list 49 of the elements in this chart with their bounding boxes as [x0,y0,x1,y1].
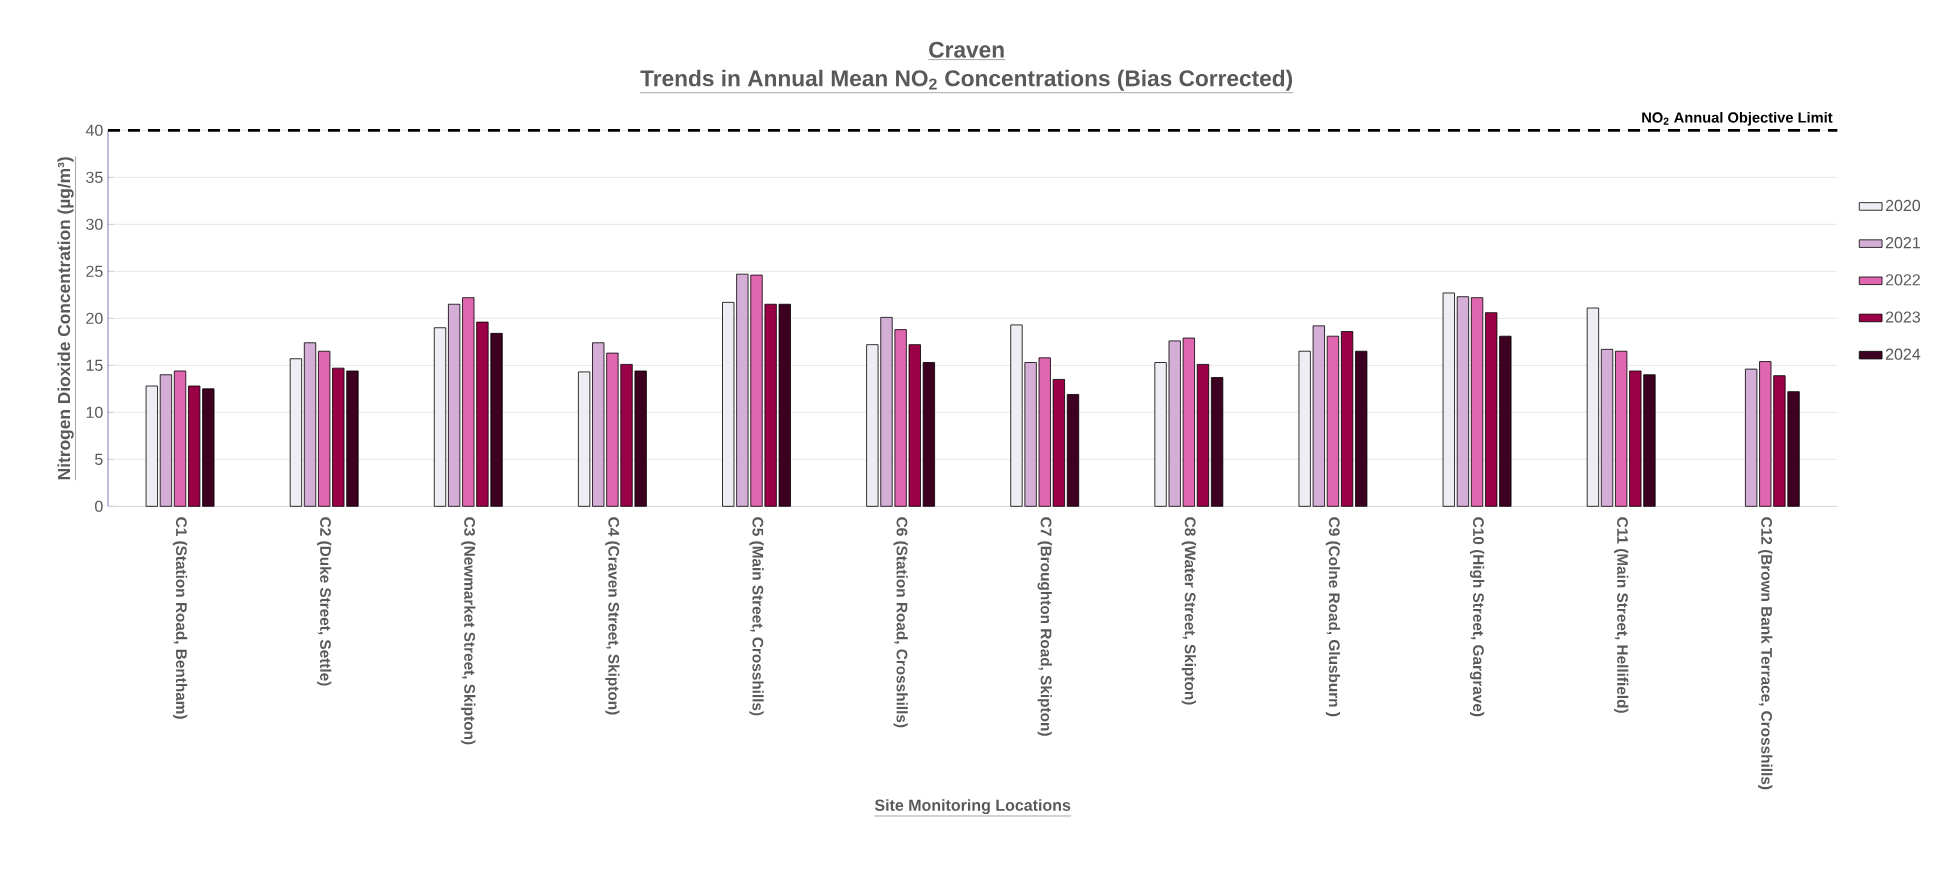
bar [922,362,936,507]
x-tick-label: C1 (Station Road, Bentham) [172,517,188,719]
legend-label: 2020 [1885,199,1921,212]
ref-line-label: NO$_{2}$ Annual Objective Limit [1642,111,1833,126]
legend-label: 2023 [1885,311,1921,323]
legend-label: 2024 [1885,348,1921,360]
bar [1456,296,1470,507]
x-tick-label: C6 (Station Road, Crosshills) [893,517,908,728]
bar [1355,350,1368,507]
legend-label: 2021 [1885,237,1920,249]
bar [173,370,187,507]
bar [1470,297,1484,507]
bar [1586,307,1600,507]
y-tick-label: 30 [86,218,103,230]
bar [433,327,447,507]
x-axis-title: Site Monitoring Locations [874,799,1071,815]
y-tick-label: 15 [86,359,103,371]
bar [1340,331,1354,507]
bar [303,342,317,507]
bar [289,358,303,507]
bar [1442,292,1455,507]
x-tick-label: C8 (Water Street, Skipton) [1181,517,1196,705]
bar [1600,348,1614,507]
bar [1066,394,1080,507]
y-tick-label: 0 [95,500,103,512]
y-tick-label: 25 [86,265,103,277]
y-tick-label: 35 [86,171,103,183]
legend-label: 2022 [1885,274,1920,286]
x-tick-label: C10 (High Street, Gargrave) [1469,517,1485,717]
x-tick-label: C4 (Craven Street, Skipton) [605,517,620,715]
x-tick-label: C9 (Colne Road, Glusburn ) [1325,517,1341,717]
x-tick-label: C11 (Main Street, Hellifield) [1614,517,1629,713]
bar [1326,335,1340,507]
y-axis-title: Nitrogen Dioxide Concentration (µg/m³) [57,157,74,480]
y-tick-label: 40 [85,124,103,136]
y-tick-label: 5 [95,453,103,465]
bar [159,374,173,507]
bar [1196,364,1210,507]
chart-title: Craven [929,41,1004,58]
chart-subtitle: Trends in Annual Mean NO$_{2}$ Concentrations (Bias Corrected) [640,69,1293,91]
y-tick-label: 10 [86,406,103,418]
x-tick-label: C3 (Newmarket Street, Skipton) [461,517,476,745]
y-tick-label: 20 [86,312,103,324]
x-tick-label: C7 (Broughton Road, Skipton) [1037,517,1052,736]
x-tick-label: C5 (Main Street, Crosshills) [749,517,764,716]
bar [1210,377,1224,507]
x-tick-label: C2 (Duke Street, Settle) [317,517,332,686]
x-tick-label: C12 (Brown Bank Terrace, Crosshills) [1758,517,1773,790]
bar [145,385,158,507]
